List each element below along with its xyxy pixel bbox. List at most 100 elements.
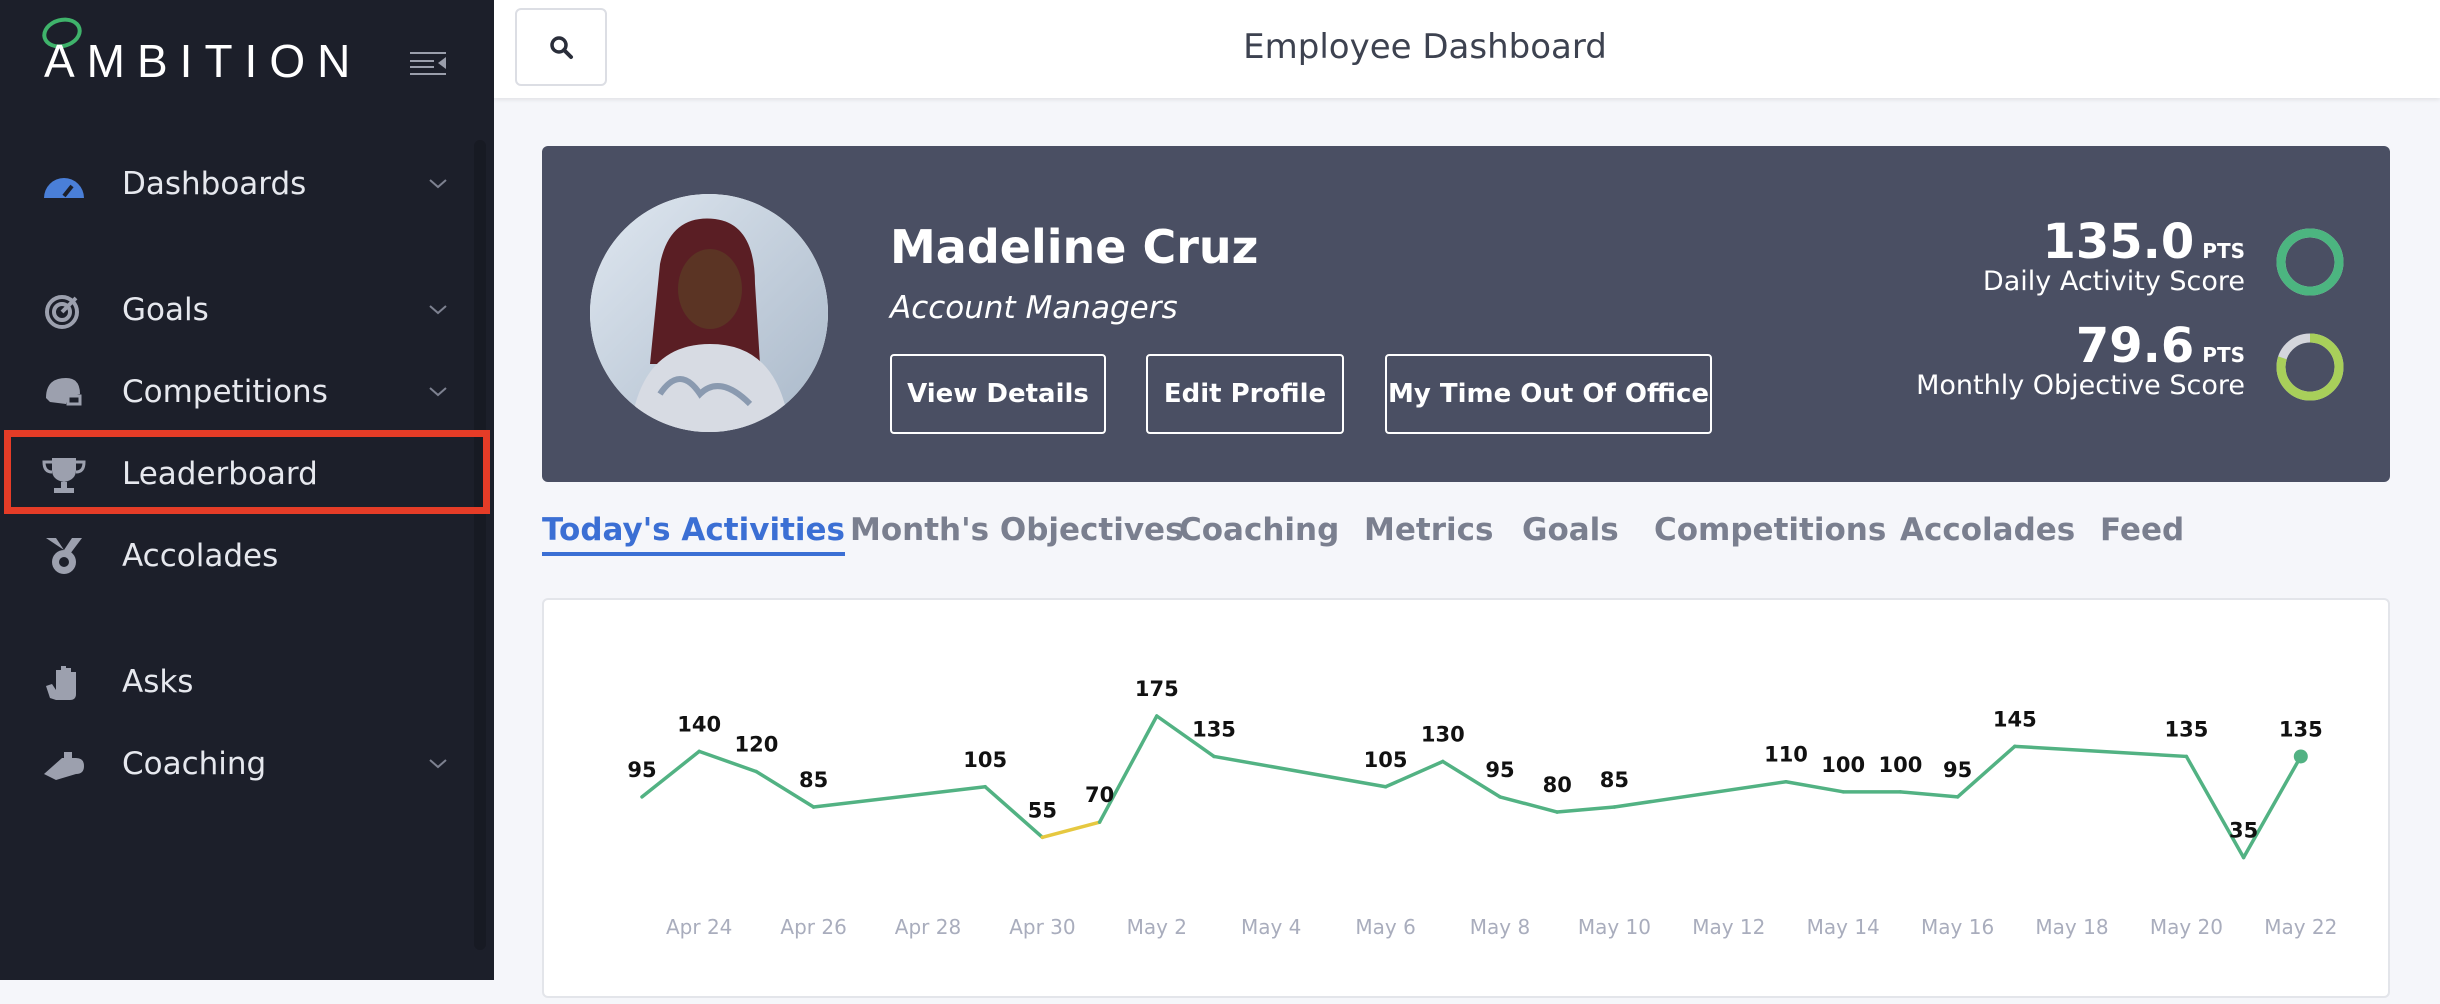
data-label: 105: [1364, 748, 1408, 772]
highlight-box: [4, 430, 490, 514]
trophy-icon: [42, 458, 86, 493]
data-label: 130: [1421, 722, 1465, 746]
data-label: 120: [734, 733, 778, 757]
line-segment: [1784, 779, 1845, 794]
header: Employee Dashboard: [494, 0, 2440, 98]
tab-goals[interactable]: Goals: [1522, 512, 1619, 548]
tab-competitions[interactable]: Competitions: [1654, 512, 1887, 548]
sidebar-scrollbar[interactable]: [474, 140, 486, 950]
search-button[interactable]: [515, 8, 607, 86]
profile-card: Madeline Cruz Account Managers View Deta…: [542, 146, 2390, 482]
data-label: 95: [1943, 758, 1972, 782]
data-label: 85: [1600, 768, 1629, 792]
tab-metrics[interactable]: Metrics: [1364, 512, 1494, 548]
data-label: 105: [963, 748, 1007, 772]
view-details-button[interactable]: View Details: [890, 354, 1106, 434]
data-label: 80: [1543, 773, 1572, 797]
target-icon: [45, 295, 79, 329]
hand-icon: [46, 666, 76, 700]
page-title: Employee Dashboard: [1243, 27, 1607, 67]
data-label: 135: [2164, 717, 2208, 741]
time-out-of-office-button[interactable]: My Time Out Of Office: [1385, 354, 1712, 434]
x-tick-label: Apr 24: [666, 915, 732, 939]
line-segment: [1097, 714, 1159, 824]
data-point: [2293, 749, 2308, 764]
avatar: [590, 194, 828, 432]
sidebar-item-label: Accolades: [122, 538, 279, 574]
line-segment: [1955, 744, 2017, 799]
collapse-sidebar-icon[interactable]: [410, 50, 446, 76]
daily-activity-score: 135.0 PTS Daily Activity Score: [1982, 214, 2245, 297]
sidebar-item-leaderboard[interactable]: Leaderboard: [0, 439, 494, 509]
employee-name: Madeline Cruz: [890, 220, 1259, 274]
x-tick-label: May 18: [2035, 915, 2108, 939]
data-label: 135: [1192, 717, 1236, 741]
line-segment: [1040, 820, 1102, 840]
line-segment: [1212, 754, 1388, 789]
sidebar-item-goals[interactable]: Goals: [0, 275, 494, 345]
sidebar: AMBITION Dashboards Goals Competitions Lead…: [0, 0, 494, 980]
chevron-down-icon[interactable]: [428, 178, 448, 190]
tab-accolades[interactable]: Accolades: [1900, 512, 2076, 548]
x-tick-label: May 2: [1127, 915, 1187, 939]
line-segment: [1441, 759, 1502, 799]
daily-score-ring: [2276, 228, 2344, 296]
line-segment: [811, 785, 987, 809]
line-segment: [2184, 754, 2246, 860]
chevron-down-icon[interactable]: [428, 758, 448, 770]
sidebar-item-label: Leaderboard: [122, 456, 318, 492]
employee-team: Account Managers: [890, 290, 1178, 326]
edit-profile-button[interactable]: Edit Profile: [1146, 354, 1344, 434]
sidebar-item-accolades[interactable]: Accolades: [0, 521, 494, 591]
activity-chart-panel: 95 140 120 85 105 55 70 175 135 105 130 95 80 85 110 10…: [542, 598, 2390, 998]
x-tick-label: Apr 30: [1009, 915, 1075, 939]
sidebar-item-dashboards[interactable]: Dashboards: [0, 149, 494, 219]
sidebar-item-competitions[interactable]: Competitions: [0, 357, 494, 427]
data-label: 100: [1878, 753, 1922, 777]
line-segment: [697, 749, 759, 774]
x-tick-label: May 14: [1807, 915, 1880, 939]
x-tick-label: May 4: [1241, 915, 1301, 939]
tab-coaching[interactable]: Coaching: [1179, 512, 1340, 548]
sidebar-item-label: Goals: [122, 292, 209, 328]
sidebar-item-label: Asks: [122, 664, 194, 700]
tab-today-s-activities[interactable]: Today's Activities: [542, 512, 845, 556]
monthly-score-ring: [2276, 333, 2344, 401]
x-tick-label: May 12: [1692, 915, 1765, 939]
data-label: 55: [1028, 798, 1057, 822]
x-tick-label: May 6: [1355, 915, 1415, 939]
data-label: 35: [2229, 819, 2258, 843]
x-tick-label: May 22: [2264, 915, 2337, 939]
line-segment: [640, 749, 701, 799]
x-tick-label: Apr 26: [780, 915, 846, 939]
x-tick-label: May 8: [1470, 915, 1530, 939]
data-label: 140: [677, 712, 721, 736]
chevron-down-icon[interactable]: [428, 386, 448, 398]
activity-line-chart: 95 140 120 85 105 55 70 175 135 105 130 95 80 85 110 10…: [627, 677, 2337, 939]
sidebar-item-label: Competitions: [122, 374, 328, 410]
tab-feed[interactable]: Feed: [2100, 512, 2185, 548]
data-label: 70: [1085, 783, 1114, 807]
football-helmet-icon: [46, 378, 82, 406]
x-tick-label: May 16: [1921, 915, 1994, 939]
data-label: 135: [2279, 717, 2323, 741]
line-segment: [1155, 714, 1216, 759]
line-segment: [1898, 790, 1960, 799]
line-segment: [1555, 805, 1617, 814]
sidebar-item-asks[interactable]: Asks: [0, 647, 494, 717]
logo: AMBITION: [44, 35, 363, 87]
tab-month-s-objectives[interactable]: Month's Objectives: [850, 512, 1184, 548]
line-segment: [754, 769, 816, 809]
line-segment: [2241, 754, 2303, 860]
line-segment: [983, 785, 1045, 840]
search-icon: [550, 36, 573, 59]
sidebar-item-coaching[interactable]: Coaching: [0, 729, 494, 799]
chevron-down-icon[interactable]: [428, 304, 448, 316]
ring-fill: [2276, 228, 2344, 296]
line-segment: [1612, 779, 1788, 809]
data-label: 100: [1821, 753, 1865, 777]
data-label: 95: [1485, 758, 1514, 782]
ring-fill: [2276, 333, 2344, 401]
x-tick-label: Apr 28: [895, 915, 961, 939]
data-label: 145: [1993, 707, 2037, 731]
